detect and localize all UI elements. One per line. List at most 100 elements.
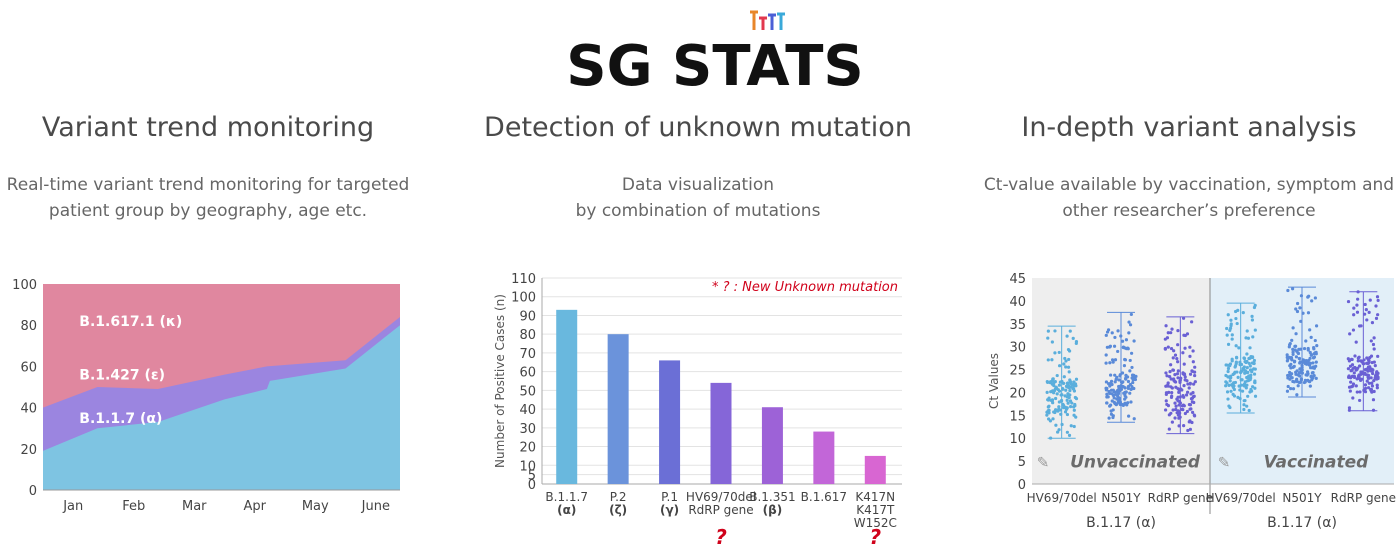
data-point [1352, 371, 1356, 375]
data-point [1247, 408, 1251, 413]
data-point [1289, 372, 1293, 377]
data-point [1351, 328, 1356, 332]
data-point [1351, 366, 1356, 370]
x-tick-label: P.1 [661, 490, 678, 504]
data-point [1298, 360, 1302, 364]
data-point [1242, 403, 1246, 407]
data-point [1188, 381, 1192, 385]
data-point [1304, 339, 1308, 343]
data-point [1349, 357, 1354, 361]
x-tick-label: B.1.1.7 [545, 490, 588, 504]
data-point [1365, 318, 1369, 322]
data-point [1247, 374, 1251, 378]
data-point [1248, 356, 1252, 360]
data-point [1051, 401, 1055, 405]
data-point [1130, 365, 1134, 370]
data-point [1166, 331, 1170, 335]
data-point [1191, 360, 1195, 364]
y-tick-label: 80 [519, 328, 536, 343]
data-point [1069, 424, 1073, 428]
data-point [1347, 385, 1352, 389]
data-point [1236, 395, 1240, 399]
data-point [1118, 374, 1122, 378]
data-point [1171, 408, 1175, 412]
data-point [1067, 370, 1071, 374]
data-point [1132, 339, 1136, 343]
y-tick-label: 25 [1009, 364, 1026, 379]
data-point [1052, 410, 1056, 414]
data-point [1239, 362, 1244, 367]
data-point [1178, 415, 1182, 419]
data-point [1122, 391, 1126, 395]
y-tick-label: 100 [12, 278, 37, 293]
data-point [1372, 379, 1376, 383]
data-point [1314, 376, 1318, 380]
data-point [1062, 375, 1066, 379]
data-point [1170, 386, 1174, 390]
data-point [1063, 405, 1067, 409]
data-point [1363, 302, 1367, 307]
data-point [1179, 376, 1183, 380]
data-point [1367, 373, 1371, 378]
data-point [1188, 372, 1193, 376]
data-point [1356, 356, 1360, 360]
data-point [1251, 335, 1255, 339]
data-point [1246, 394, 1250, 398]
unknown-marker: ? [869, 525, 881, 549]
data-point [1240, 378, 1244, 382]
data-point [1226, 397, 1230, 401]
data-point [1050, 358, 1054, 362]
x-tick-label: K417N [855, 490, 895, 504]
data-point [1349, 380, 1353, 384]
data-point [1352, 375, 1357, 379]
data-point [1355, 303, 1359, 307]
sg-stats-logo: SG STATS [566, 10, 864, 92]
data-point [1071, 336, 1075, 340]
data-point [1228, 379, 1232, 383]
data-point [1247, 376, 1251, 381]
data-point [1287, 343, 1292, 347]
y-tick-label: 5 [528, 469, 536, 484]
data-point [1165, 374, 1169, 378]
x-tick-label: K417T [856, 503, 895, 517]
data-point [1253, 386, 1257, 390]
data-point [1369, 339, 1373, 343]
data-point [1046, 380, 1050, 384]
data-point [1311, 361, 1315, 365]
data-point [1064, 388, 1068, 392]
data-point [1230, 337, 1234, 341]
data-point [1358, 378, 1363, 382]
data-point [1183, 333, 1187, 338]
data-point [1355, 367, 1359, 372]
data-point [1072, 387, 1076, 391]
data-point [1113, 380, 1117, 384]
data-point [1182, 362, 1186, 366]
data-point [1169, 346, 1174, 351]
data-point [1112, 344, 1117, 348]
data-point [1113, 373, 1117, 377]
data-point [1253, 328, 1257, 332]
data-point [1164, 384, 1168, 388]
data-point [1352, 306, 1356, 310]
data-point [1072, 424, 1076, 429]
data-point [1224, 373, 1228, 378]
data-point [1294, 332, 1298, 336]
data-point [1182, 384, 1186, 388]
x-tick-label: RdRP gene [688, 503, 753, 517]
data-point [1126, 347, 1130, 351]
data-point [1131, 378, 1135, 382]
data-point [1123, 358, 1128, 362]
data-point [1375, 370, 1379, 374]
data-point [1375, 295, 1380, 299]
data-point [1114, 392, 1118, 397]
data-point [1376, 298, 1380, 303]
data-point [1065, 430, 1069, 434]
data-point [1127, 320, 1131, 324]
data-point [1231, 392, 1235, 396]
data-point [1055, 392, 1059, 396]
data-point [1067, 357, 1071, 362]
data-point [1346, 357, 1350, 361]
data-point [1224, 380, 1228, 384]
data-point [1370, 321, 1375, 325]
data-point [1172, 349, 1176, 353]
